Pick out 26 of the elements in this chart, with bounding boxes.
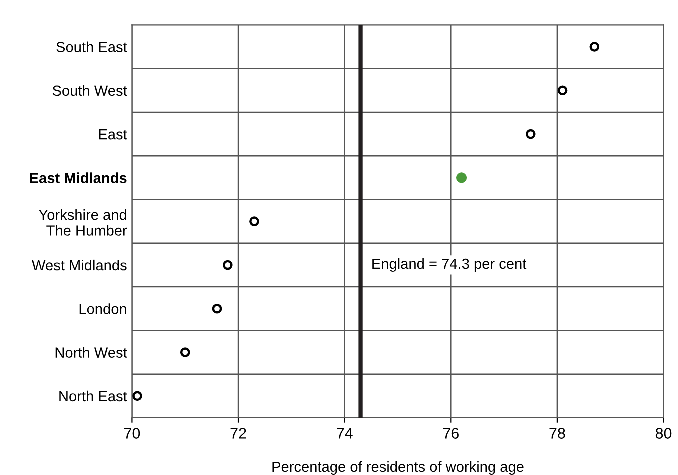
point xyxy=(590,42,600,52)
y-tick-label: East xyxy=(99,130,128,140)
y-tick-label: North West xyxy=(56,347,128,358)
point xyxy=(132,391,142,402)
x-tick-label: 72 xyxy=(230,428,246,439)
x-axis-title: Percentage of residents of working age xyxy=(272,461,524,475)
y-tick-label: South East xyxy=(56,42,128,52)
x-tick-label: 74 xyxy=(337,428,353,439)
point xyxy=(526,129,536,140)
x-tick-label: 78 xyxy=(550,428,566,439)
y-tick-label: East Midlands xyxy=(30,172,127,184)
ref-line-label: England = 74.3 per cent xyxy=(372,258,527,272)
y-tick-label: London xyxy=(80,304,126,314)
point xyxy=(250,216,260,226)
x-tick-label: 80 xyxy=(656,428,672,439)
y-tick-label: Yorkshire and The Humber xyxy=(39,210,128,236)
x-tick-label: 76 xyxy=(443,428,459,439)
point xyxy=(558,86,568,96)
y-tick-label: West Midlands xyxy=(32,260,127,271)
y-tick-label: South West xyxy=(52,85,128,96)
point xyxy=(180,348,190,358)
point xyxy=(456,172,468,184)
y-tick-label: North East xyxy=(60,390,128,402)
x-tick-label: 70 xyxy=(124,428,140,439)
point xyxy=(222,260,233,270)
point xyxy=(212,304,222,314)
